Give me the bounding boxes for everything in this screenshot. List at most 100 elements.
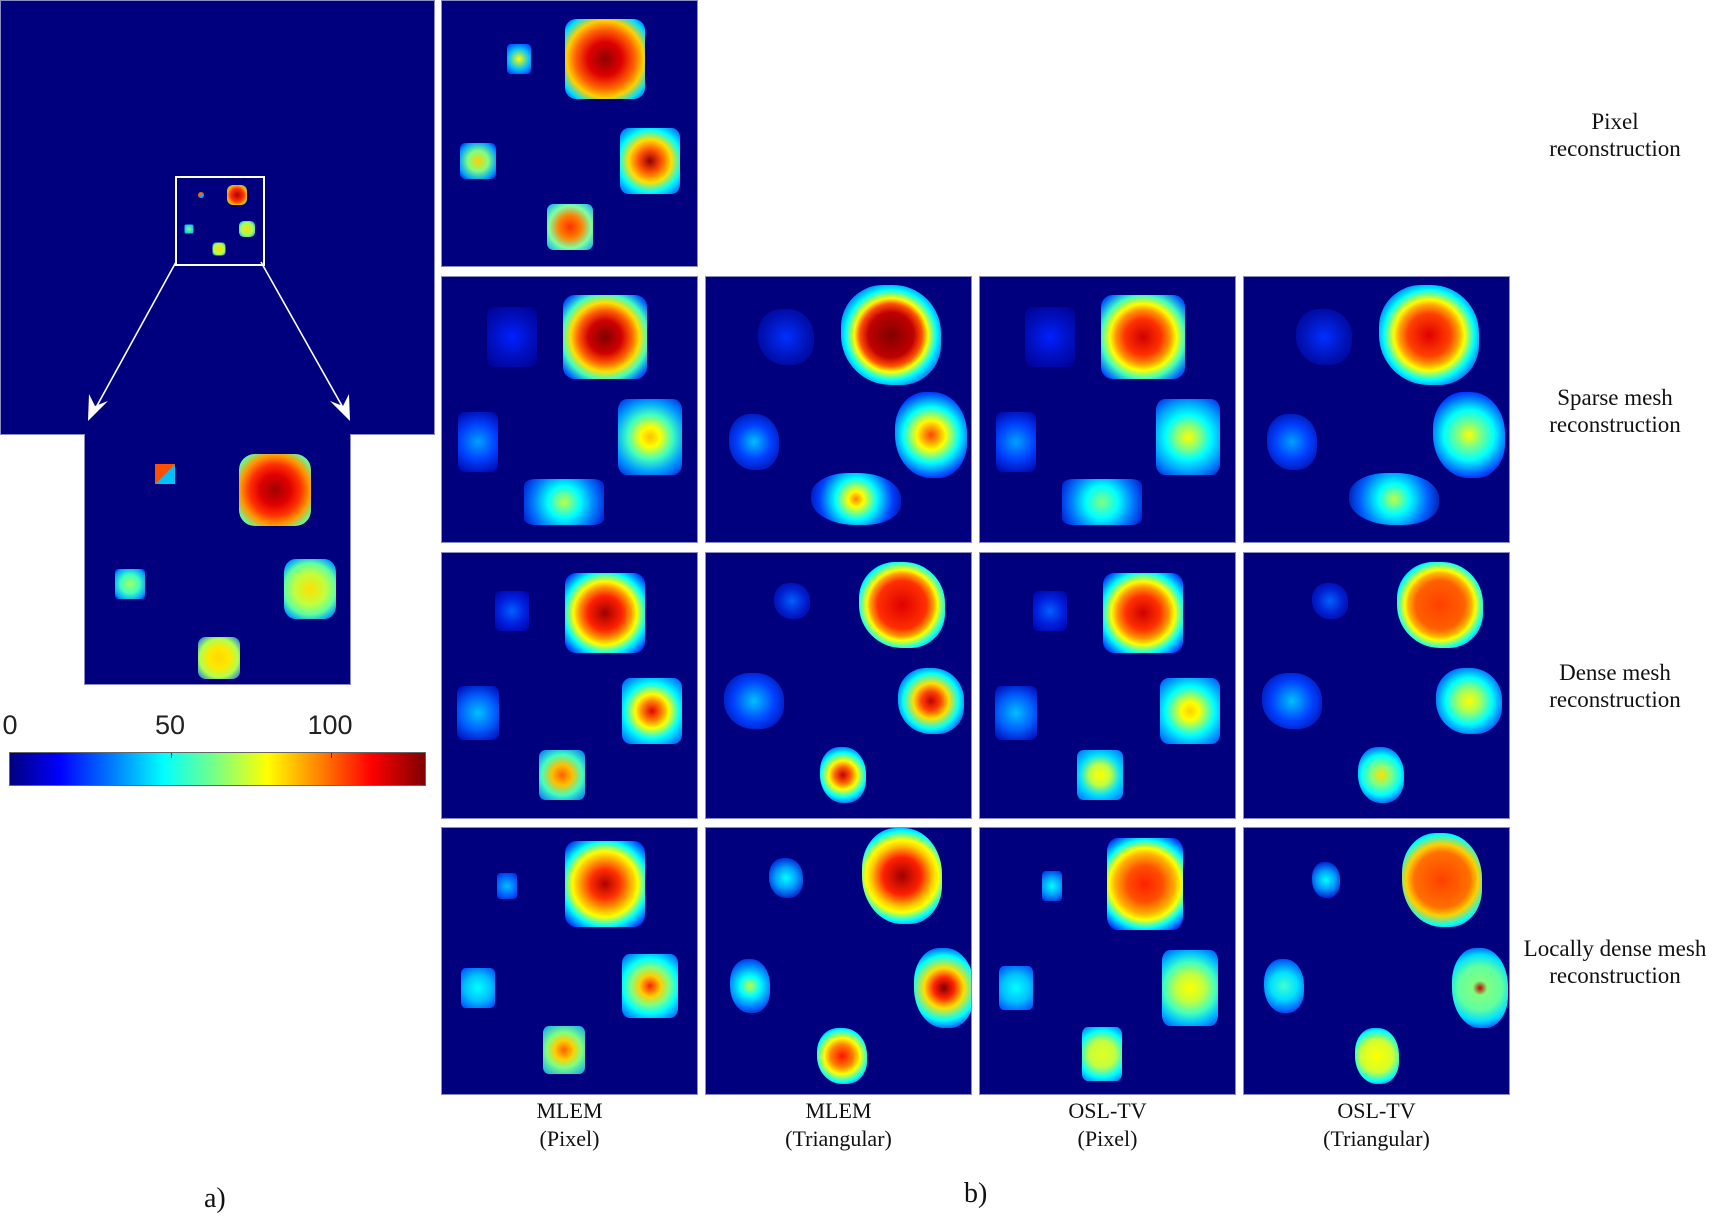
blob-bottom: [543, 1026, 585, 1074]
blob-bottom: [1358, 747, 1404, 803]
row-label-line2: reconstruction: [1549, 136, 1681, 161]
blob-large: [1397, 562, 1483, 648]
row-label-pixel: Pixel reconstruction: [1515, 108, 1715, 162]
panel-a-label: a): [204, 1183, 226, 1214]
row-label-dense-mesh: Dense mesh reconstruction: [1515, 659, 1715, 713]
row-label-line1: Locally dense mesh: [1523, 936, 1707, 961]
panel-b-row1-col1: [441, 0, 698, 267]
blob-right: [1160, 678, 1220, 744]
blob-small-top: [497, 873, 517, 899]
blob-bottom: [1355, 1028, 1399, 1084]
blob-right: [620, 128, 680, 194]
column-label-line1: MLEM: [805, 1098, 872, 1123]
blob-left: [458, 412, 498, 472]
blob-large: [1107, 838, 1183, 930]
blob-left: [457, 686, 499, 740]
source-left: [115, 569, 145, 599]
blob-left: [724, 673, 784, 729]
blob-small-top: [1312, 862, 1340, 898]
row-label-line1: Dense mesh: [1559, 660, 1671, 685]
blob-large: [563, 295, 647, 379]
blob-large: [565, 573, 645, 653]
panel-b-row2-col1: [441, 276, 698, 543]
blob-left: [460, 143, 496, 179]
panel-b-row3-col3: [979, 552, 1236, 819]
panel-b-row3-col1: [441, 552, 698, 819]
blob-bottom: [524, 479, 604, 525]
blob-bottom: [1062, 479, 1142, 525]
blob-left: [996, 412, 1036, 472]
blob-small-top: [769, 858, 803, 898]
panel-b-row3-col2: [705, 552, 972, 819]
mini-source-small-2: [184, 224, 194, 234]
blob-left: [999, 966, 1033, 1010]
source-right: [284, 559, 336, 619]
source-large: [239, 454, 311, 526]
blob-left: [1262, 673, 1322, 729]
blob-large: [1101, 295, 1185, 379]
column-label-line1: OSL-TV: [1068, 1098, 1147, 1123]
column-label-line1: OSL-TV: [1337, 1098, 1416, 1123]
blob-left: [1267, 414, 1317, 470]
column-label-line2: (Pixel): [1077, 1126, 1138, 1151]
blob-right: [914, 948, 971, 1028]
column-label-mlem-triangular: MLEM (Triangular): [705, 1097, 972, 1153]
blob-left: [1264, 959, 1304, 1013]
panel-b-row2-col4: [1243, 276, 1510, 543]
column-label-line2: (Pixel): [539, 1126, 600, 1151]
blob-left: [461, 968, 495, 1008]
blob-bottom: [820, 747, 866, 803]
blob-large: [565, 841, 645, 927]
blob-right: [1162, 950, 1218, 1026]
blob-small-top: [495, 591, 529, 631]
blob-bottom: [1082, 1027, 1122, 1081]
row-label-line2: reconstruction: [1549, 412, 1681, 437]
source-bottom: [198, 637, 240, 679]
blob-right: [1452, 948, 1508, 1028]
blob-left: [730, 959, 770, 1013]
blob-small-top: [1042, 871, 1062, 901]
blob-bottom: [1077, 750, 1123, 800]
zoom-region-box: [175, 176, 265, 266]
blob-large: [1103, 573, 1183, 653]
panel-b-row2-col3: [979, 276, 1236, 543]
colorbar-tick-label-0: 0: [2, 710, 18, 740]
colorbar-tick-50: [171, 753, 172, 758]
blob-right: [898, 668, 964, 734]
blob-small-top: [774, 583, 810, 619]
colorbar-tick-label-50: 50: [154, 710, 186, 740]
blob-large: [565, 19, 645, 99]
column-label-mlem-pixel: MLEM (Pixel): [441, 1097, 698, 1153]
column-label-line2: (Triangular): [785, 1126, 892, 1151]
blob-right: [622, 954, 678, 1018]
column-label-line1: MLEM: [536, 1098, 603, 1123]
blob-small-top: [758, 309, 814, 365]
blob-bottom: [817, 1028, 867, 1084]
mini-source-small-1: [198, 192, 204, 198]
colorbar: [9, 752, 426, 786]
blob-bottom: [811, 473, 901, 525]
blob-large: [1379, 285, 1479, 385]
blob-right: [1156, 399, 1220, 475]
blob-right: [622, 678, 682, 744]
panel-b-row4-col4: [1243, 827, 1510, 1095]
blob-left: [995, 686, 1037, 740]
row-label-line2: reconstruction: [1549, 963, 1681, 988]
blob-right: [1436, 668, 1502, 734]
blob-right: [895, 392, 967, 478]
panel-b-row4-col3: [979, 827, 1236, 1095]
blob-small-top: [1033, 591, 1067, 631]
row-label-locally-dense-mesh: Locally dense mesh reconstruction: [1515, 935, 1715, 989]
blob-bottom: [547, 204, 593, 250]
blob-large: [859, 562, 945, 648]
row-label-sparse-mesh: Sparse mesh reconstruction: [1515, 384, 1715, 438]
mini-source-bottom: [212, 242, 226, 256]
blob-small-top: [1025, 307, 1075, 367]
blob-bottom: [539, 750, 585, 800]
column-label-osltv-pixel: OSL-TV (Pixel): [979, 1097, 1236, 1153]
panel-b-row4-col2: [705, 827, 972, 1095]
row-label-line1: Pixel: [1591, 109, 1639, 134]
zoom-arrows: [88, 261, 350, 421]
blob-large: [841, 285, 941, 385]
row-label-line1: Sparse mesh: [1557, 385, 1673, 410]
